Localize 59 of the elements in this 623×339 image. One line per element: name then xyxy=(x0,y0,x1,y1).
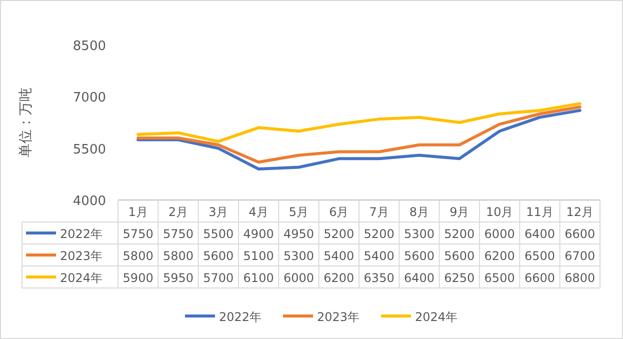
data-label: 5200 xyxy=(324,227,354,241)
data-label: 6500 xyxy=(524,249,556,263)
text: 2023年 xyxy=(317,310,360,324)
data-label: 6500 xyxy=(484,271,515,285)
text: 2022年 xyxy=(219,310,262,324)
data-label: 4950 xyxy=(283,227,314,241)
legend-label: 2024年 xyxy=(60,271,103,285)
data-label: 5900 xyxy=(122,271,154,285)
legend-label: 2022年 xyxy=(60,227,103,241)
x-tick-label: 4月 xyxy=(248,205,268,219)
data-label: 5750 xyxy=(122,227,154,241)
x-tick-label: 5月 xyxy=(288,205,309,219)
x-tick-label: 3月 xyxy=(208,205,228,219)
data-label: 5500 xyxy=(203,227,234,241)
data-label: 5800 xyxy=(122,249,154,263)
data-label: 6600 xyxy=(524,271,556,285)
data-label: 5200 xyxy=(364,227,394,241)
data-label: 6250 xyxy=(444,271,475,285)
data-label: 6100 xyxy=(243,271,274,285)
data-label: 5400 xyxy=(364,249,394,263)
text: 2024年 xyxy=(415,310,458,324)
data-label: 5400 xyxy=(324,249,354,263)
data-label: 6200 xyxy=(484,249,515,263)
x-tick-label: 12月 xyxy=(566,205,594,219)
x-tick-label: 11月 xyxy=(526,205,554,219)
data-label: 5300 xyxy=(283,249,314,263)
legend-label: 2023年 xyxy=(60,249,103,263)
data-label: 5100 xyxy=(243,249,274,263)
data-label: 6600 xyxy=(564,227,596,241)
x-tick-label: 1月 xyxy=(128,205,148,219)
data-label: 5200 xyxy=(444,227,475,241)
data-label: 6400 xyxy=(524,227,556,241)
y-tick-label: 5500 xyxy=(72,142,106,158)
y-tick-label: 8500 xyxy=(72,39,106,54)
x-tick-label: 10月 xyxy=(486,205,514,219)
x-tick-label: 2月 xyxy=(168,205,188,219)
y-tick-label: 4000 xyxy=(72,194,106,209)
data-label: 6800 xyxy=(564,271,596,285)
data-label: 5600 xyxy=(203,249,234,263)
data-label: 6400 xyxy=(404,271,435,285)
data-label: 6350 xyxy=(364,271,394,285)
data-label: 6000 xyxy=(283,271,314,285)
data-label: 5750 xyxy=(162,227,194,241)
x-tick-label: 9月 xyxy=(450,205,470,219)
x-tick-label: 8月 xyxy=(409,205,430,219)
x-tick-label: 6月 xyxy=(329,205,349,219)
data-label: 4900 xyxy=(243,227,274,241)
x-tick-label: 7月 xyxy=(369,205,389,219)
data-label: 5700 xyxy=(203,271,234,285)
y-tick-label: 7000 xyxy=(72,90,106,106)
data-label: 5600 xyxy=(404,249,435,263)
y-axis-title: 单位：万吨 xyxy=(18,88,34,158)
data-label: 6000 xyxy=(484,227,515,241)
data-label: 6200 xyxy=(324,271,354,285)
data-label: 5600 xyxy=(444,249,475,263)
data-label: 5300 xyxy=(404,227,435,241)
data-label: 5950 xyxy=(162,271,194,285)
data-label: 5800 xyxy=(162,249,194,263)
data-label: 6700 xyxy=(564,249,596,263)
